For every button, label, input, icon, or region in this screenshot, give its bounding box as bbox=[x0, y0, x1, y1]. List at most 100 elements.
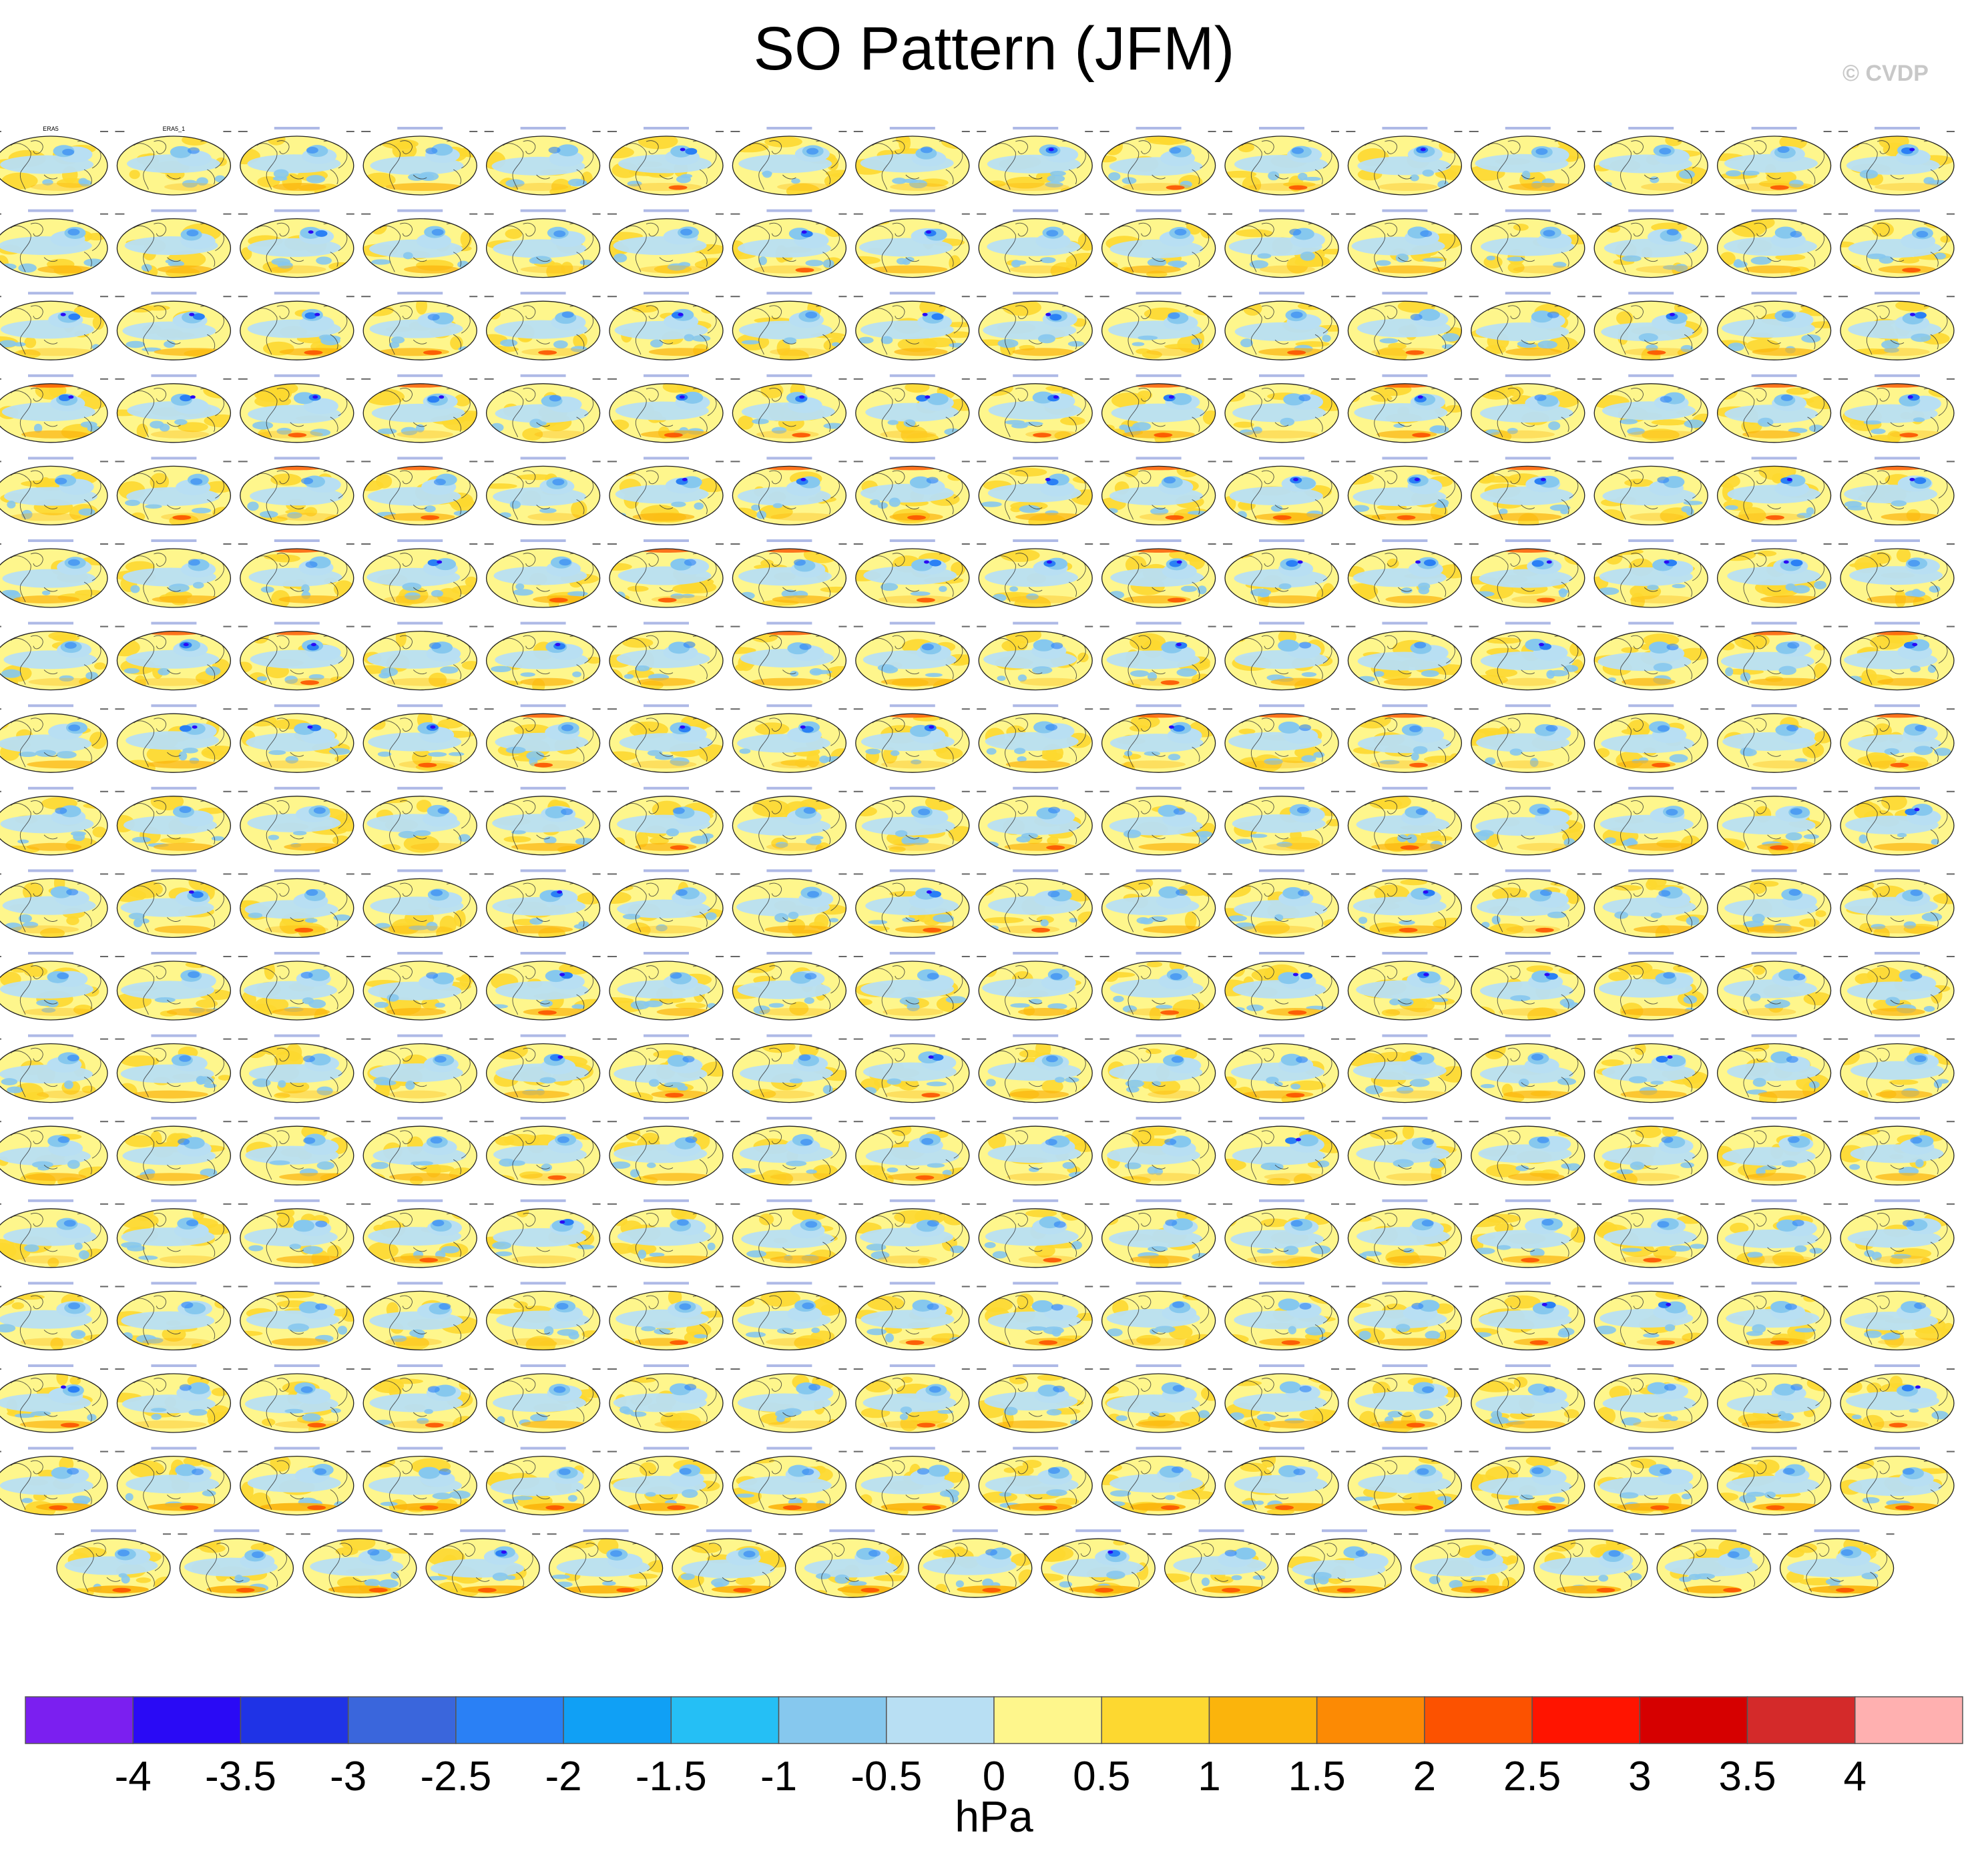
map-panel bbox=[361, 209, 478, 278]
panel-title-placeholder bbox=[1875, 1446, 1920, 1450]
map-panel bbox=[977, 1282, 1093, 1351]
panel-title-placeholder bbox=[766, 952, 812, 955]
map-outline bbox=[1224, 300, 1339, 360]
map-panel bbox=[0, 1364, 108, 1433]
map-outline bbox=[1471, 300, 1585, 360]
map-panel bbox=[115, 786, 232, 856]
panel-title-placeholder bbox=[1505, 374, 1551, 377]
map-panel bbox=[238, 539, 354, 608]
map-panel bbox=[1469, 1282, 1585, 1351]
map-panel bbox=[0, 786, 108, 856]
map-outline bbox=[1224, 713, 1339, 773]
map-panel bbox=[1838, 869, 1955, 939]
panel-title-placeholder bbox=[1136, 292, 1182, 295]
map-panel bbox=[115, 374, 232, 443]
map-panel bbox=[1099, 1282, 1216, 1351]
map-panel bbox=[853, 1199, 970, 1268]
colorbar-box bbox=[1746, 1696, 1856, 1744]
map-panel bbox=[977, 1117, 1093, 1185]
map-outline bbox=[978, 796, 1093, 856]
map-outline bbox=[362, 1373, 477, 1433]
panel-title-placeholder bbox=[1013, 127, 1059, 129]
map-outline bbox=[1101, 1455, 1216, 1516]
panel-title: ERA5 bbox=[43, 125, 59, 132]
colorbar-unit: hPa bbox=[955, 1792, 1033, 1841]
map-outline bbox=[1840, 300, 1955, 360]
panel-title-placeholder bbox=[274, 374, 320, 377]
panel-title-placeholder bbox=[1505, 1446, 1551, 1450]
map-outline bbox=[1716, 1043, 1832, 1103]
map-outline bbox=[0, 878, 108, 939]
map-panel bbox=[238, 621, 354, 691]
panel-title-placeholder bbox=[1628, 1199, 1674, 1202]
map-outline bbox=[485, 218, 601, 278]
map-panel bbox=[1592, 869, 1709, 939]
panel-title-placeholder bbox=[1013, 539, 1059, 542]
panel-title-placeholder bbox=[397, 952, 443, 955]
panel-title-placeholder bbox=[1751, 539, 1797, 542]
panel-title-placeholder bbox=[151, 1364, 197, 1367]
panel-title-placeholder bbox=[766, 127, 812, 129]
panel-title-placeholder bbox=[1382, 621, 1428, 625]
panel-title-placeholder bbox=[1505, 1034, 1551, 1037]
panel-title-placeholder bbox=[1875, 127, 1920, 129]
map-panel bbox=[1099, 127, 1216, 196]
colorbar-tick-label: 0 bbox=[983, 1754, 1005, 1800]
panel-title-placeholder bbox=[1013, 457, 1059, 460]
panel-title-placeholder bbox=[1628, 127, 1674, 129]
map-outline bbox=[732, 465, 847, 526]
panel-title-placeholder bbox=[28, 539, 73, 542]
map-panel bbox=[1223, 292, 1339, 360]
panel-title-placeholder bbox=[151, 1034, 197, 1037]
map-outline bbox=[732, 1455, 847, 1516]
map-outline bbox=[485, 630, 601, 691]
map-panel bbox=[115, 621, 232, 691]
map-panel bbox=[361, 374, 478, 443]
map-panel bbox=[607, 1199, 724, 1268]
panel-title-placeholder bbox=[1505, 539, 1551, 542]
map-outline bbox=[1840, 713, 1955, 773]
map-panel bbox=[115, 1364, 232, 1433]
map-panel bbox=[1469, 1034, 1585, 1103]
map-panel bbox=[1715, 1034, 1832, 1103]
panel-title-placeholder bbox=[1382, 539, 1428, 542]
panel-title-placeholder bbox=[1628, 457, 1674, 460]
panel-title-placeholder bbox=[1136, 374, 1182, 377]
panel-title-placeholder bbox=[706, 1529, 752, 1533]
panel-title-placeholder bbox=[1628, 1282, 1674, 1285]
map-outline bbox=[485, 1125, 601, 1185]
panel-title-placeholder bbox=[644, 1282, 689, 1285]
map-panel bbox=[977, 1364, 1093, 1433]
map-outline bbox=[1840, 548, 1955, 608]
map-panel bbox=[361, 457, 478, 526]
panel-title-placeholder bbox=[1259, 209, 1304, 212]
map-panel bbox=[1592, 292, 1709, 360]
map-outline bbox=[1101, 1125, 1216, 1185]
map-outline bbox=[1593, 1208, 1708, 1268]
panel-title-placeholder bbox=[520, 621, 566, 625]
map-panel bbox=[1838, 127, 1955, 196]
panel-title-placeholder bbox=[766, 374, 812, 377]
map-outline bbox=[732, 713, 847, 773]
panel-title-placeholder bbox=[644, 539, 689, 542]
map-outline bbox=[609, 961, 724, 1021]
map-panel bbox=[115, 1117, 232, 1185]
map-panel bbox=[1592, 127, 1709, 196]
panel-title-placeholder bbox=[1628, 704, 1674, 708]
map-outline bbox=[1593, 300, 1708, 360]
colorbar-tick-label: 3 bbox=[1628, 1754, 1651, 1800]
panel-title-placeholder bbox=[520, 292, 566, 295]
map-outline bbox=[855, 1290, 970, 1351]
map-outline bbox=[0, 1290, 108, 1351]
map-panel bbox=[977, 457, 1093, 526]
map-panel bbox=[607, 869, 724, 939]
map-outline bbox=[732, 630, 847, 691]
panel-title-placeholder bbox=[766, 1034, 812, 1037]
map-outline bbox=[1224, 796, 1339, 856]
map-panel bbox=[484, 292, 601, 360]
map-panel bbox=[238, 457, 354, 526]
map-panel bbox=[730, 127, 847, 196]
map-panel bbox=[853, 786, 970, 856]
panel-title-placeholder bbox=[397, 704, 443, 708]
map-outline bbox=[855, 1455, 970, 1516]
